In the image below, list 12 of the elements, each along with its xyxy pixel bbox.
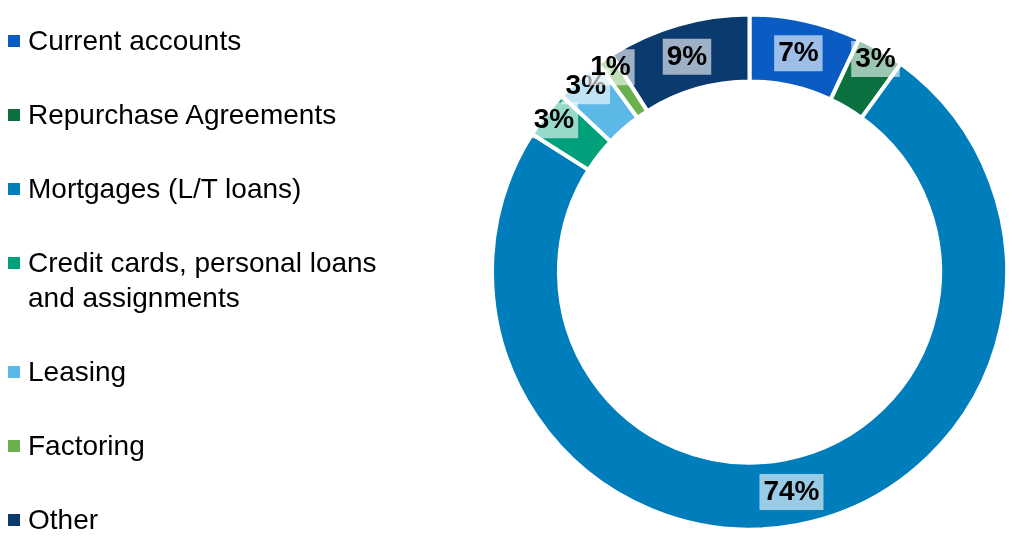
data-label: 9% [666, 39, 708, 71]
legend-label: Other [28, 503, 99, 537]
legend-label: Leasing [28, 355, 127, 389]
legend-label: Credit cards, personal loans and assignments [28, 246, 378, 315]
data-label: 74% [763, 474, 820, 506]
legend-label: Mortgages (L/T loans) [28, 172, 302, 206]
legend-label: Repurchase Agreements [28, 98, 337, 132]
data-label: 3% [533, 103, 575, 135]
data-label: 7% [778, 36, 819, 68]
legend-label: Factoring [28, 429, 145, 463]
data-label: 3% [855, 41, 896, 73]
legend-label: Current accounts [28, 24, 242, 58]
